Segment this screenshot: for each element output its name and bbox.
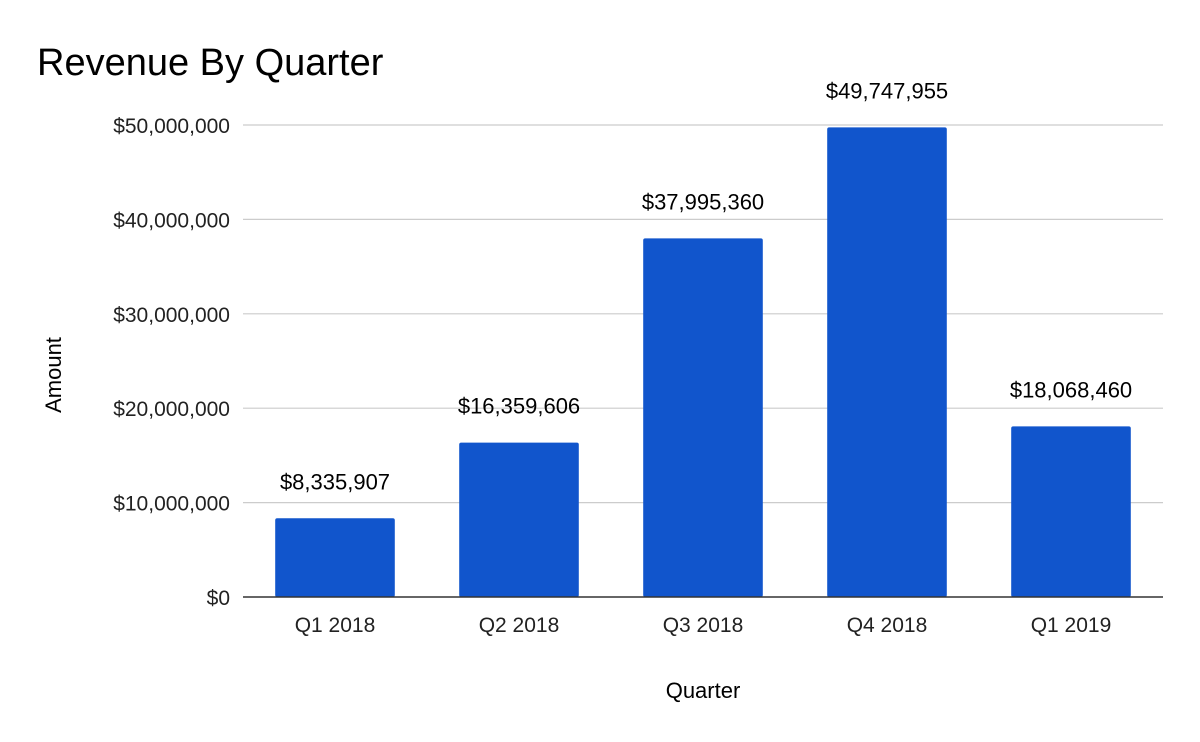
- data-label: $8,335,907: [280, 469, 390, 494]
- y-tick-label: $10,000,000: [113, 493, 230, 516]
- x-axis-ticks: Q1 2018 Q2 2018 Q3 2018 Q4 2018 Q1 2019: [295, 614, 1112, 637]
- bar: [459, 442, 579, 597]
- y-tick-label: $20,000,000: [113, 398, 230, 421]
- data-label: $49,747,955: [826, 78, 948, 103]
- y-axis-ticks: $0 $10,000,000 $20,000,000 $30,000,000 $40,0…: [113, 115, 230, 610]
- x-tick-label: Q3 2018: [663, 614, 744, 637]
- x-tick-label: Q1 2019: [1031, 614, 1112, 637]
- y-tick-label: $40,000,000: [113, 209, 230, 232]
- x-tick-label: Q4 2018: [847, 614, 928, 637]
- y-axis-title: Amount: [41, 337, 66, 413]
- bar: [275, 518, 395, 597]
- data-label: $18,068,460: [1010, 377, 1132, 402]
- data-label: $37,995,360: [642, 189, 764, 214]
- bar: [827, 127, 947, 597]
- y-tick-label: $30,000,000: [113, 304, 230, 327]
- bar: [1011, 426, 1131, 597]
- bars: [275, 127, 1131, 598]
- data-labels: $8,335,907 $16,359,606 $37,995,360 $49,747,…: [280, 78, 1132, 494]
- y-tick-label: $0: [207, 587, 230, 610]
- x-tick-label: Q2 2018: [479, 614, 560, 637]
- bar: [643, 238, 763, 598]
- data-label: $16,359,606: [458, 394, 580, 419]
- y-tick-label: $50,000,000: [113, 115, 230, 138]
- x-axis-title: Quarter: [666, 678, 741, 703]
- x-tick-label: Q1 2018: [295, 614, 376, 637]
- chart-title: Revenue By Quarter: [37, 42, 384, 84]
